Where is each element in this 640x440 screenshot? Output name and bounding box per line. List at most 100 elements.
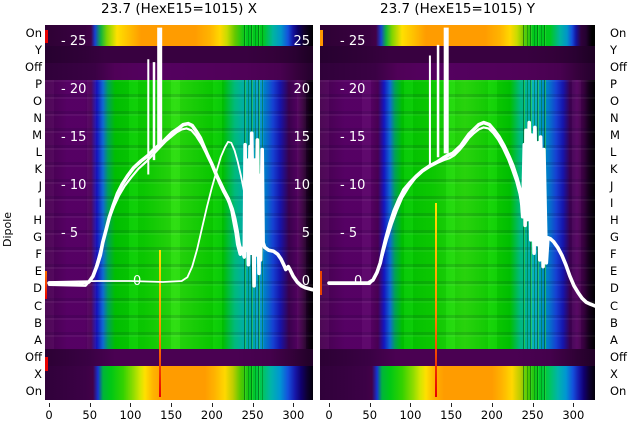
value-tick-label-right: 0 <box>301 274 310 289</box>
beam-trace-main <box>47 121 313 292</box>
x-tick-label: 50 <box>82 408 98 422</box>
value-tick-label: - 20 <box>61 82 87 97</box>
heatmap-body <box>320 80 595 349</box>
row-label: A <box>34 332 42 347</box>
row-label: L <box>35 145 42 160</box>
value-tick-label: 0 <box>133 274 142 289</box>
row-label: J <box>38 179 42 194</box>
x-axis-right: 0 50 100 150 200 250 300 <box>320 400 595 430</box>
value-tick-label-right: 10 <box>293 178 310 193</box>
x-tick-label: 100 <box>399 408 422 422</box>
x-tick-label: 150 <box>440 408 463 422</box>
x-tick-mark <box>329 403 330 407</box>
row-label: On <box>610 383 627 398</box>
x-tick-mark <box>293 403 295 407</box>
row-label: N <box>33 111 42 125</box>
row-label: B <box>34 315 42 330</box>
x-tick-label: 300 <box>282 408 305 422</box>
heatmap-band-on-bottom <box>320 366 595 400</box>
row-label: J <box>610 179 614 194</box>
row-label: Y <box>34 42 42 57</box>
row-label: P <box>35 76 42 91</box>
row-label: G <box>610 230 619 245</box>
value-tick-label-right: 20 <box>293 82 310 97</box>
heatmap-panel-y: - 25 - 20 - 15 - 10 - 5 0 <box>320 25 595 400</box>
row-label: Off <box>25 59 42 74</box>
noise-stripes <box>523 366 548 400</box>
trace-overlay-x <box>47 27 313 292</box>
value-tick-label: - 5 <box>61 226 79 241</box>
x-tick-mark <box>573 403 575 407</box>
x-tick-label: 50 <box>362 408 378 422</box>
row-label: Off <box>610 349 627 364</box>
heatmap-band-off-top <box>45 63 313 80</box>
value-tick-label-right: 5 <box>301 226 310 241</box>
noise-stripes <box>244 366 265 400</box>
x-tick-label: 250 <box>241 408 264 422</box>
value-tick-label: - 15 <box>61 130 87 145</box>
row-label: F <box>610 247 617 262</box>
x-tick-label: 200 <box>200 408 223 422</box>
row-label: On <box>610 25 627 40</box>
edge-mark <box>45 30 48 43</box>
value-tick-label: 0 <box>354 274 363 289</box>
edge-mark <box>320 30 323 46</box>
row-label: E <box>34 264 42 279</box>
row-label: D <box>33 281 42 296</box>
row-label: B <box>610 315 618 330</box>
row-label: C <box>610 298 619 313</box>
row-label: E <box>610 264 618 279</box>
row-label: K <box>34 162 42 177</box>
value-tick-label: - 20 <box>340 82 366 97</box>
panel-title-y: 23.7 (HexE15=1015) Y <box>379 1 535 17</box>
heatmap-band-y <box>320 46 595 63</box>
row-labels-right: On Y Off P O N M L K J I H G F E D C B A Off X On <box>610 25 640 400</box>
row-label: Off <box>610 59 627 74</box>
row-label: D <box>610 281 619 296</box>
row-label: I <box>610 196 614 211</box>
heatmap-band-y <box>45 46 313 63</box>
row-label: X <box>34 366 42 381</box>
x-tick-label: 150 <box>160 408 183 422</box>
value-tick-label-right: 25 <box>293 34 310 49</box>
heatmap-band-off-bottom <box>320 349 595 366</box>
row-label: H <box>33 213 42 228</box>
row-label: M <box>610 128 620 143</box>
row-label: F <box>35 247 42 262</box>
beam-trace-2 <box>327 126 523 285</box>
row-label: O <box>610 93 620 108</box>
heatmap-band-off-bottom <box>45 349 313 366</box>
x-tick-label: 200 <box>480 408 503 422</box>
x-tick-mark <box>89 403 91 407</box>
row-label: G <box>33 230 42 245</box>
heatmap-body <box>45 80 313 349</box>
vertical-artifact-line <box>159 250 161 397</box>
x-tick-mark <box>252 403 254 407</box>
x-tick-label: 0 <box>325 408 333 422</box>
panel-title-x: 23.7 (HexE15=1015) X <box>100 1 257 17</box>
row-label: L <box>610 145 617 160</box>
edge-mark <box>45 357 48 371</box>
heatmap-band-off-top <box>320 63 595 80</box>
x-tick-label: 250 <box>521 408 544 422</box>
row-label: On <box>25 383 42 398</box>
row-label: Off <box>25 349 42 364</box>
beam-trace-2 <box>47 127 243 287</box>
row-label: A <box>610 332 618 347</box>
value-tick-label: - 10 <box>61 178 87 193</box>
x-tick-mark <box>211 403 213 407</box>
edge-mark <box>320 271 322 295</box>
x-tick-mark <box>49 403 50 407</box>
value-tick-label: - 25 <box>61 34 87 49</box>
row-label: Y <box>610 42 618 57</box>
value-tick-label: - 10 <box>340 178 366 193</box>
x-tick-label: 100 <box>119 408 142 422</box>
x-tick-mark <box>532 403 534 407</box>
beam-trace-main <box>327 120 595 308</box>
noise-stripes <box>244 25 265 46</box>
row-label: O <box>32 93 42 108</box>
value-tick-label: - 15 <box>340 130 366 145</box>
row-label: K <box>610 162 618 177</box>
heatmap-band-on-bottom <box>45 366 313 400</box>
x-tick-mark <box>410 403 412 407</box>
